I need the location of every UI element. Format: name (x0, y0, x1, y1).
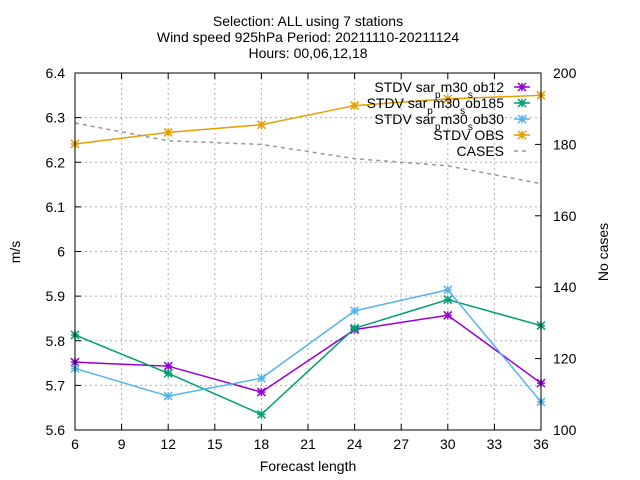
y2-tick-label: 160 (553, 208, 577, 224)
legend-label-part: m30 (441, 111, 468, 127)
legend-label-part: ob12 (473, 79, 504, 95)
y-tick-label: 5.7 (46, 377, 66, 393)
series-line-5 (74, 122, 542, 185)
legend-label-part: p (435, 90, 441, 101)
x-tick-label: 30 (440, 436, 456, 452)
x-tick-label: 15 (207, 436, 223, 452)
legend-label-part: STDV sar (374, 79, 435, 95)
y2-tick-label: 200 (553, 65, 577, 81)
series-2-point (443, 295, 453, 305)
chart-title-line: Wind speed 925hPa Period: 20211110-20211… (157, 29, 459, 45)
series-3-point (163, 391, 173, 401)
series-1-point (163, 361, 173, 371)
x-tick-label: 27 (393, 436, 409, 452)
axis-ticks: 6 9 12 15 18 21 24 27 30 33 36 5.6 5.7 5.8 5.9 6 6.1 6.2 6… (46, 65, 577, 452)
y2-tick-label: 100 (553, 422, 577, 438)
y2-tick-label: 140 (553, 279, 577, 295)
y-tick-label: 6.2 (46, 154, 66, 170)
legend-label-part: ob185 (465, 95, 504, 111)
y2-tick-label: 180 (553, 136, 577, 152)
legend-label-1: STDV sarpm30sob12 (374, 79, 504, 101)
y2-axis-label: No cases (595, 223, 611, 281)
y-tick-label: 5.9 (46, 288, 66, 304)
x-tick-label: 6 (71, 436, 79, 452)
series-4-point (256, 120, 266, 130)
y2-tick-label: 120 (553, 351, 577, 367)
series-3-point (350, 306, 360, 316)
chart-title-line: Selection: ALL using 7 stations (213, 13, 403, 29)
legend-label-part: s (468, 122, 473, 133)
legend-label-2: STDV sarpm30sob185 (367, 95, 505, 117)
series-4-point (443, 94, 453, 104)
y-tick-label: 6 (57, 244, 65, 260)
x-tick-label: 18 (254, 436, 270, 452)
legend-label-part: m30 (433, 95, 460, 111)
series-line-2 (74, 298, 542, 416)
axis-labels: Forecast length m/s No cases (7, 223, 611, 474)
y-tick-label: 5.6 (46, 422, 66, 438)
legend-label-part: STDV sar (374, 111, 435, 127)
legend-marker-1 (517, 82, 527, 92)
legend-label-3: STDV sarpm30sob30 (374, 111, 504, 133)
series-line-1 (74, 314, 542, 393)
x-tick-label: 21 (300, 436, 316, 452)
legend-label-part: s (468, 90, 473, 101)
x-axis-label: Forecast length (260, 458, 357, 474)
series-1-point (443, 310, 453, 320)
legend-label-part: m30 (441, 79, 468, 95)
x-tick-label: 9 (118, 436, 126, 452)
legend-marker-2 (517, 98, 527, 108)
y-axis-label: m/s (7, 241, 23, 264)
legend-label-part: p (435, 122, 441, 133)
series-1-point (256, 387, 266, 397)
chart-title-line: Hours: 00,06,12,18 (248, 45, 367, 61)
x-tick-label: 12 (160, 436, 176, 452)
series-2-point (163, 368, 173, 378)
legend-label-4: STDV OBS (433, 127, 504, 143)
series-line-4 (74, 94, 542, 145)
legend-label-5: CASES (457, 143, 504, 159)
y-tick-label: 6.3 (46, 110, 66, 126)
y-tick-label: 6.1 (46, 199, 66, 215)
legend-marker-4 (517, 130, 527, 140)
series-line-3 (74, 289, 542, 403)
legend-label-part: ob30 (473, 111, 504, 127)
series-3-point (256, 373, 266, 383)
series-4-point (350, 101, 360, 111)
legend-label-part: p (427, 106, 433, 117)
x-tick-label: 36 (533, 436, 549, 452)
x-tick-label: 33 (487, 436, 503, 452)
legend-marker-3 (517, 114, 527, 124)
y-tick-label: 6.4 (46, 65, 66, 81)
legend-label-part: STDV sar (367, 95, 428, 111)
legend-label-part: s (460, 106, 465, 117)
y-tick-label: 5.8 (46, 333, 66, 349)
x-tick-label: 24 (347, 436, 363, 452)
series-4-point (163, 127, 173, 137)
series-2-point (256, 409, 266, 419)
series-3-point (443, 285, 453, 295)
series-2-point (350, 323, 360, 333)
